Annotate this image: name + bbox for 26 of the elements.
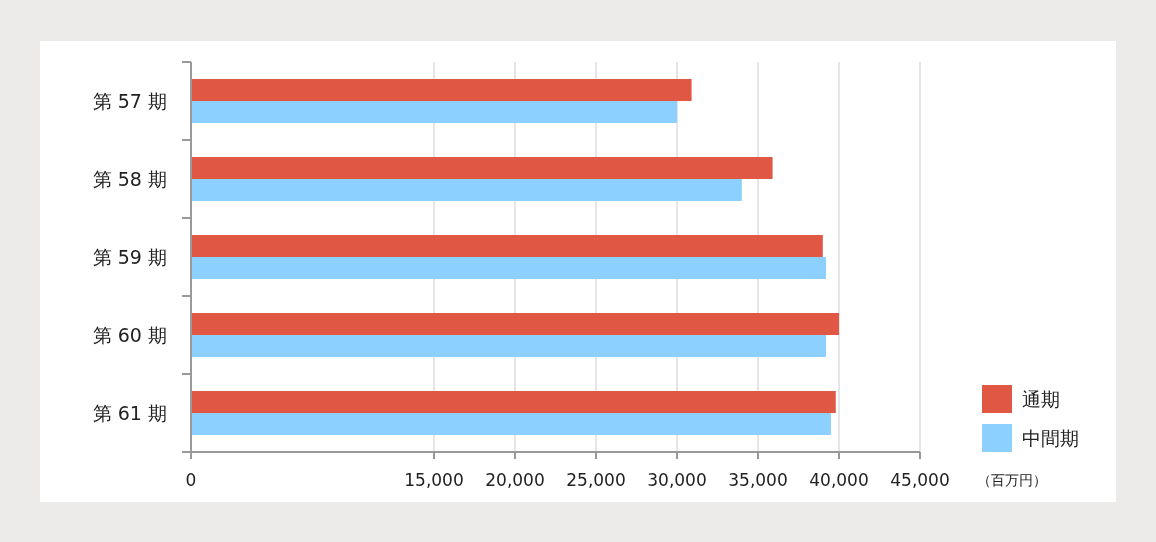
- x-tick-label: 30,000: [647, 470, 707, 490]
- x-tick-label: 45,000: [890, 470, 950, 490]
- bar: [191, 235, 823, 257]
- bar: [191, 391, 836, 413]
- bar: [191, 101, 677, 123]
- x-tick-label: 40,000: [809, 470, 869, 490]
- y-tick-label: 第 59 期: [92, 246, 167, 268]
- y-tick-label: 第 57 期: [92, 90, 167, 112]
- bar: [191, 157, 773, 179]
- bar: [191, 313, 839, 335]
- bar: [191, 413, 831, 435]
- legend-label: 通期: [1022, 388, 1060, 410]
- legend-label: 中間期: [1022, 427, 1079, 449]
- x-tick-label: 15,000: [404, 470, 464, 490]
- y-tick-label: 第 60 期: [92, 324, 167, 346]
- bar: [191, 179, 742, 201]
- x-tick-label: 35,000: [728, 470, 788, 490]
- y-tick-label: 第 58 期: [92, 168, 167, 190]
- x-tick-label: 0: [185, 470, 197, 490]
- bar: [191, 335, 827, 357]
- y-tick-label: 第 61 期: [92, 402, 167, 424]
- bar: [191, 257, 827, 279]
- x-tick-label: 20,000: [485, 470, 545, 490]
- text: （百万円）: [977, 472, 1047, 488]
- x-tick-label: 25,000: [566, 470, 626, 490]
- bar: [191, 79, 692, 101]
